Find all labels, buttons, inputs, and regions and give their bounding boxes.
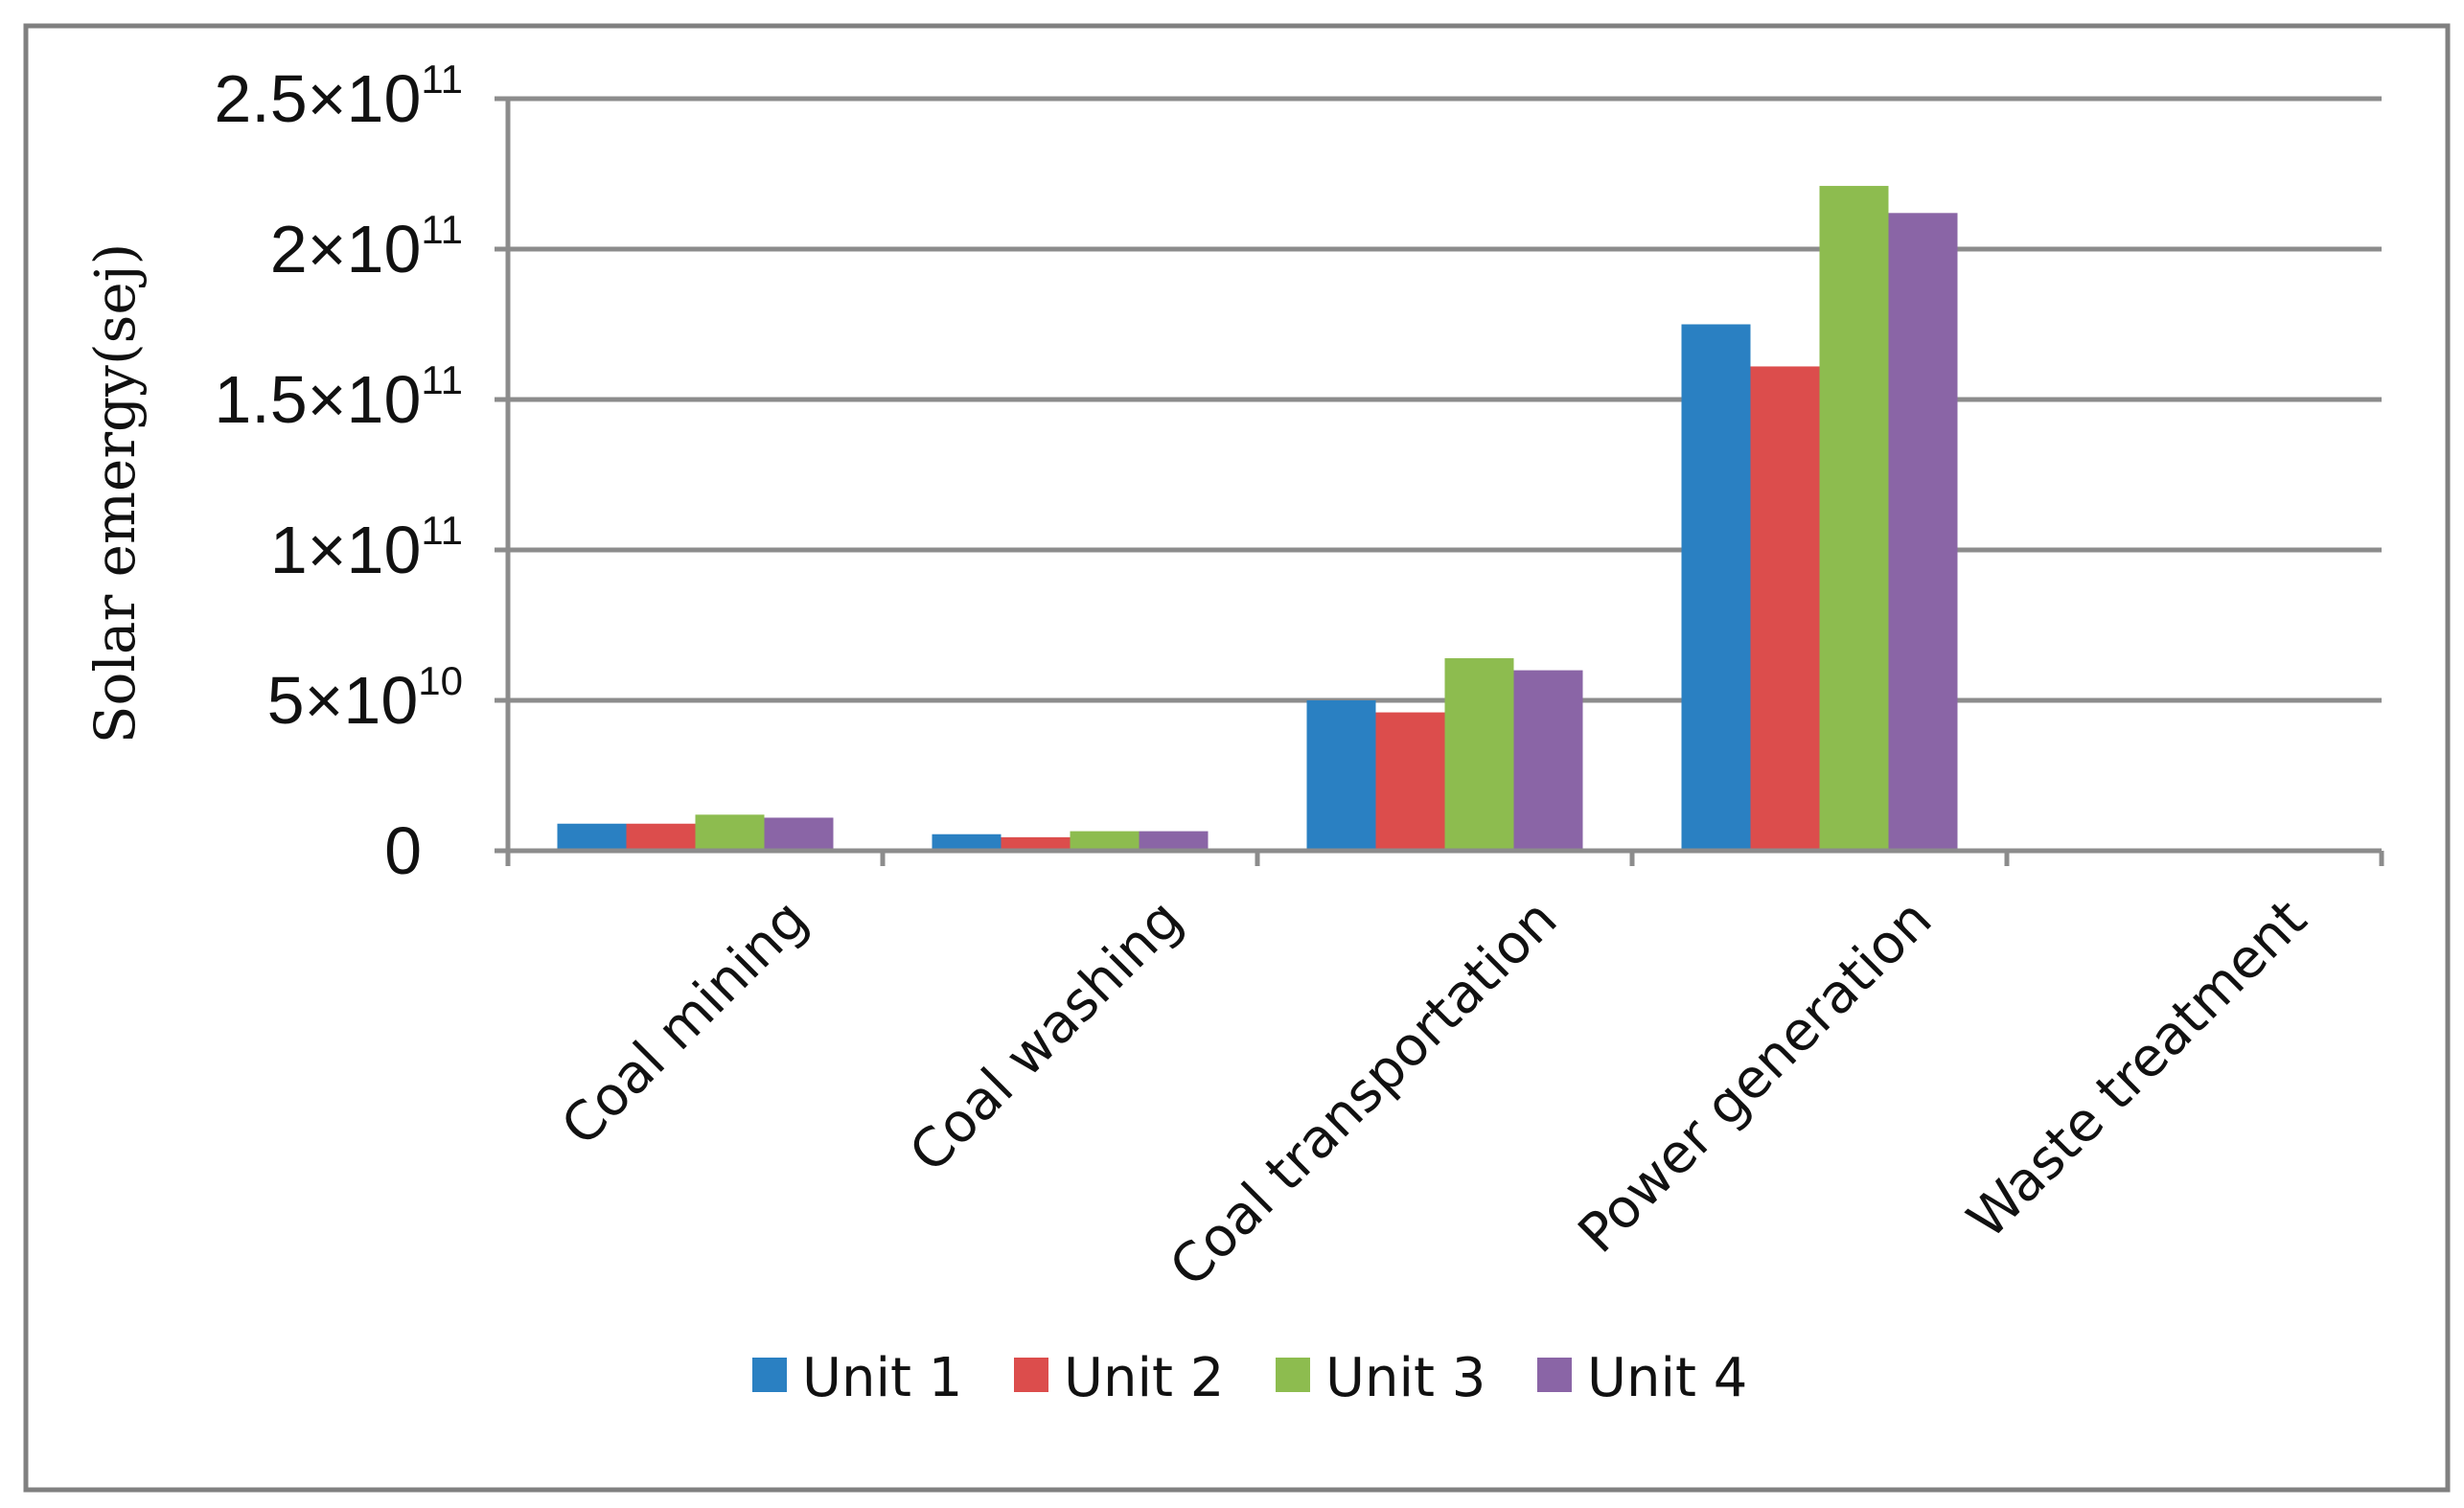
bar-unit-2 <box>626 823 696 851</box>
y-tick-label: 1×1011 <box>270 508 463 587</box>
legend: Unit 1 Unit 2 Unit 3 Unit 4 <box>752 1347 1747 1409</box>
bar-unit-3 <box>695 814 765 851</box>
bar-unit-1 <box>557 823 627 851</box>
gridlines <box>508 96 2382 703</box>
legend-label: Unit 2 <box>1064 1347 1224 1409</box>
bar-unit-1 <box>1306 700 1376 851</box>
chart-border <box>23 23 2451 1493</box>
bar-unit-3 <box>1819 186 1889 851</box>
y-axis-label: Solar emergy(sej) <box>82 243 148 744</box>
y-tick-label: 1.5×1011 <box>214 357 463 437</box>
axes <box>495 96 2384 866</box>
legend-swatch <box>1276 1358 1310 1392</box>
bar-unit-1 <box>932 834 1002 851</box>
y-tick-label: 0 <box>384 813 422 888</box>
bar-unit-4 <box>1888 213 1958 851</box>
y-tick-labels: 0 5×1010 1×1011 1.5×1011 2×1011 2.5×1011 <box>214 57 463 888</box>
bar-unit-4 <box>1139 831 1209 851</box>
bar-unit-3 <box>1070 831 1140 851</box>
y-tick-label: 5×1010 <box>267 658 463 738</box>
bar-unit-2 <box>1001 836 1071 851</box>
bar-unit-1 <box>1681 324 1751 851</box>
bar-unit-2 <box>1750 366 1820 851</box>
legend-swatch <box>752 1358 787 1392</box>
bar-unit-3 <box>1444 658 1514 851</box>
legend-label: Unit 4 <box>1587 1347 1747 1409</box>
legend-label: Unit 3 <box>1325 1347 1485 1409</box>
legend-swatch <box>1014 1358 1048 1392</box>
bar-unit-2 <box>1375 712 1445 851</box>
bars <box>557 186 1958 851</box>
y-tick-label: 2×1011 <box>270 207 463 286</box>
y-tick-label: 2.5×1011 <box>214 57 463 136</box>
legend-label: Unit 1 <box>802 1347 962 1409</box>
legend-swatch <box>1537 1358 1572 1392</box>
bar-unit-4 <box>764 817 834 851</box>
bar-unit-4 <box>1513 670 1583 851</box>
